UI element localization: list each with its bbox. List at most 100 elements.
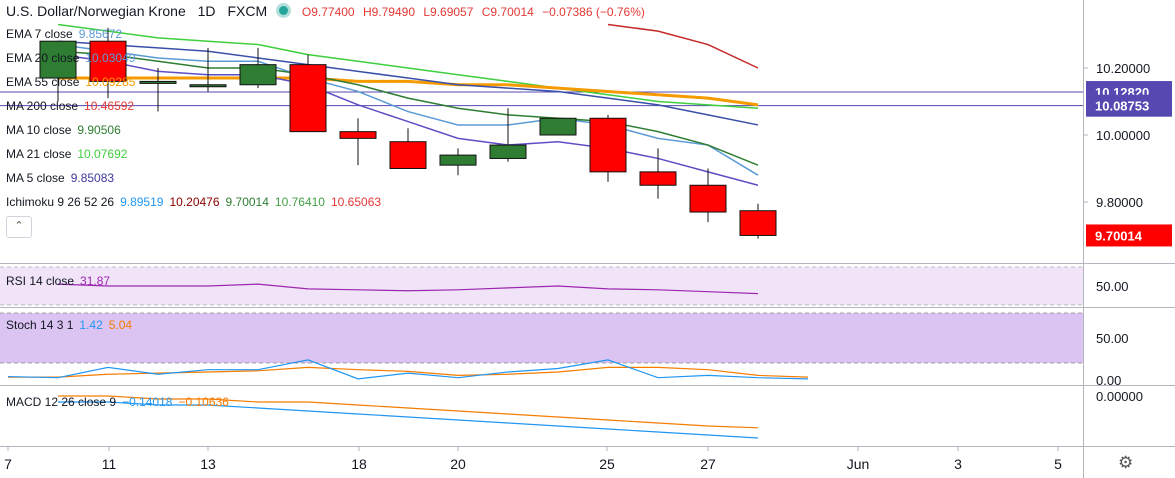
candle (489, 144, 527, 159)
legend-value: 10.09285 (85, 75, 136, 89)
line-ma-5-close (57, 53, 759, 186)
chart-header: U.S. Dollar/Norwegian Krone 1D FXCM O9.7… (6, 3, 650, 19)
legend-macd[interactable]: MACD 12 26 close 9 −0.14018 −0.10636 (6, 395, 229, 409)
line-ma-21-close (57, 23, 759, 109)
legend-ma21[interactable]: MA 21 close 10.07692 (6, 147, 127, 161)
candle (239, 64, 277, 86)
exchange: FXCM (227, 3, 268, 19)
candle (589, 117, 627, 173)
legend-value: 9.89519 (120, 195, 164, 209)
line-ma-200-close (607, 23, 759, 69)
x-axis-label: 5 (1054, 456, 1062, 472)
stoch-d-line (8, 366, 809, 378)
candle (689, 184, 727, 213)
macd-line (58, 401, 759, 439)
legend-label: EMA 20 close (6, 51, 80, 65)
legend-value: 10.07692 (77, 147, 128, 161)
legend-label: Stoch 14 3 1 (6, 318, 74, 332)
change-value: −0.07386 (−0.76%) (542, 5, 645, 19)
legend-ema7[interactable]: EMA 7 close 9.85672 (6, 27, 122, 41)
price-tick-label: 10.00000 (1096, 128, 1150, 143)
legend-ichimoku[interactable]: Ichimoku 9 26 52 26 9.89519 10.20476 9.7001… (6, 195, 381, 209)
price-label-box (1086, 94, 1172, 117)
line-ema-7-close (57, 43, 759, 176)
legend-ma5[interactable]: MA 5 close 9.85083 (6, 171, 114, 185)
legend-ma10[interactable]: MA 10 close 9.90506 (6, 123, 121, 137)
price-label-text: 9.70014 (1095, 228, 1143, 243)
x-axis-label: 18 (351, 456, 367, 472)
x-axis-label: Jun (847, 456, 870, 472)
legend-value: 9.85672 (78, 27, 123, 41)
price-label-text: 10.08753 (1095, 99, 1149, 114)
legend-stoch[interactable]: Stoch 14 3 1 1.42 5.04 (6, 318, 132, 332)
stoch-k-line (7, 359, 809, 380)
low-value: L9.69057 (423, 5, 474, 19)
legend-value: −0.10636 (178, 395, 229, 409)
legend-label: MA 5 close (6, 171, 65, 185)
legend-ema20[interactable]: EMA 20 close 10.03049 (6, 51, 135, 65)
gear-icon[interactable]: ⚙ (1118, 453, 1134, 472)
legend-value: 10.20476 (169, 195, 220, 209)
price-label-box (1086, 224, 1172, 247)
ohlc-values: O9.77400 H9.79490 L9.69057 C9.70014 −0.0… (302, 5, 650, 19)
chevron-up-icon[interactable]: ⌃ (6, 216, 32, 238)
candle (189, 84, 227, 88)
candle (539, 117, 577, 136)
candle (139, 80, 177, 84)
legend-label: Ichimoku 9 26 52 26 (6, 195, 115, 209)
x-axis-label: 20 (450, 456, 466, 472)
legend-value: 9.85083 (70, 171, 115, 185)
legend-label: RSI 14 close (6, 274, 75, 288)
legend-label: MA 21 close (6, 147, 72, 161)
legend-label: EMA 55 close (6, 75, 80, 89)
close-value: C9.70014 (481, 5, 534, 19)
legend-value: 9.70014 (225, 195, 269, 209)
rsi-line (57, 283, 759, 295)
legend-value: 5.04 (108, 318, 133, 332)
x-axis-label: 27 (700, 456, 716, 472)
legend-label: MA 200 close (6, 99, 79, 113)
market-status-icon (279, 6, 288, 15)
legend-value: 31.87 (80, 274, 111, 288)
x-axis-label: 3 (954, 456, 962, 472)
candle (289, 64, 327, 133)
legend-label: MA 10 close (6, 123, 72, 137)
candle (89, 40, 127, 82)
legend-value: 10.46592 (84, 99, 135, 113)
high-value: H9.79490 (362, 5, 415, 19)
legend-value: 9.90506 (77, 123, 121, 137)
stoch-band (0, 313, 1083, 363)
x-axis-label: 13 (200, 456, 216, 472)
macd-tick-label: 0.00000 (1096, 389, 1143, 404)
open-value: O9.77400 (301, 5, 355, 19)
legend-value: 10.65063 (330, 195, 382, 209)
stoch-tick-label: 0.00 (1096, 373, 1121, 388)
legend-value: 1.42 (79, 318, 103, 332)
legend-ma200[interactable]: MA 200 close 10.46592 (6, 99, 134, 113)
x-axis-label: 7 (4, 456, 12, 472)
candle (739, 210, 777, 236)
legend-rsi[interactable]: RSI 14 close 31.87 (6, 274, 110, 288)
line-ma-10-close (57, 50, 759, 166)
symbol-name[interactable]: U.S. Dollar/Norwegian Krone (6, 3, 186, 19)
candle (339, 131, 377, 139)
price-tick-label: 9.80000 (1096, 195, 1143, 210)
line-ema-20-close (57, 40, 759, 126)
legend-value: 10.03049 (85, 51, 136, 65)
candle (39, 40, 77, 79)
macd-signal-line (58, 395, 759, 429)
x-axis-label: 11 (102, 456, 117, 472)
price-tick-label: 10.20000 (1096, 61, 1150, 76)
candle (389, 141, 427, 169)
rsi-tick-label: 50.00 (1096, 279, 1129, 294)
x-axis-label: 25 (599, 456, 615, 472)
interval[interactable]: 1D (197, 3, 216, 19)
line-ema-55-close (58, 76, 759, 107)
legend-ema55[interactable]: EMA 55 close 10.09285 (6, 75, 135, 89)
stoch-tick-label: 50.00 (1096, 331, 1129, 346)
candle (639, 171, 677, 186)
legend-value: −0.14018 (122, 395, 173, 409)
candle (439, 154, 477, 166)
legend-value: 10.76410 (274, 195, 325, 209)
